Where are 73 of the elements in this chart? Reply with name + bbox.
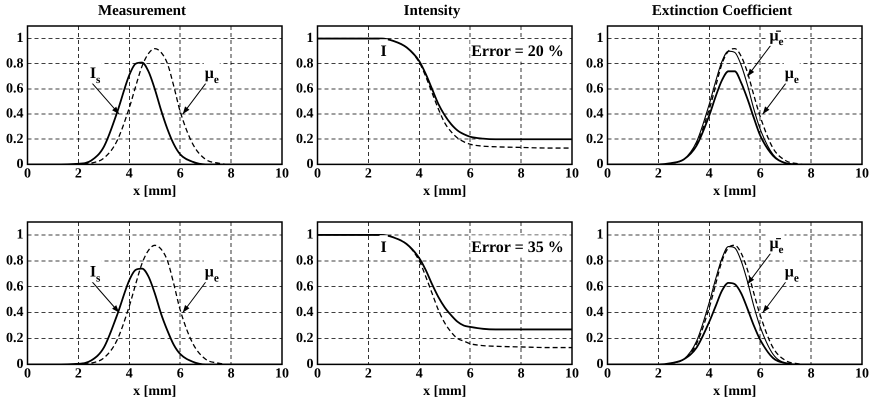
annotation: Error = 20 % [471, 43, 564, 60]
y-tick-label: 0.2 [6, 331, 24, 346]
chart-title: Extinction Coefficient [652, 2, 792, 19]
x-tick-label: 6 [176, 366, 184, 382]
y-tick-label: 0.6 [296, 279, 314, 294]
y-tick-label: 0.4 [296, 106, 314, 122]
x-tick-label: 4 [416, 366, 423, 382]
y-tick-label: 0.2 [296, 132, 314, 147]
y-tick-label: 0.8 [6, 253, 24, 268]
x-axis-title: x [mm] [423, 184, 466, 200]
x-tick-label: 10 [565, 366, 579, 382]
x-tick-label: 10 [275, 366, 289, 382]
y-tick-label: 0.2 [586, 331, 604, 346]
y-tick-label: 0.8 [6, 56, 24, 72]
y-tick-label: 0.2 [6, 132, 24, 147]
y-tick-label: 0.6 [296, 82, 314, 97]
x-tick-label: 8 [228, 166, 235, 182]
x-axis-title: x [mm] [713, 384, 756, 400]
x-tick-label: 6 [756, 166, 764, 182]
y-tick-label: 0.6 [586, 82, 604, 97]
y-tick-label: 1 [306, 228, 314, 243]
y-tick-label: 0.4 [6, 106, 24, 122]
y-tick-label: 0.2 [296, 331, 314, 346]
x-tick-label: 2 [654, 366, 662, 382]
x-tick-label: 8 [518, 366, 525, 382]
x-tick-label: 6 [756, 366, 764, 382]
x-tick-label: 2 [74, 166, 82, 182]
x-tick-label: 10 [565, 166, 579, 182]
y-tick-label: 1 [16, 228, 24, 243]
x-tick-label: 6 [176, 166, 184, 182]
y-tick-label: 1 [16, 31, 24, 46]
x-tick-label: 2 [654, 166, 662, 182]
x-tick-label: 10 [855, 166, 869, 182]
x-tick-label: 6 [466, 166, 474, 182]
x-tick-label: 2 [364, 366, 372, 382]
x-tick-label: 2 [364, 166, 372, 182]
y-tick-label: 0.4 [6, 305, 24, 320]
y-tick-label: 0.6 [586, 279, 604, 294]
y-tick-label: 0.4 [586, 305, 604, 320]
annotation: Error = 35 % [471, 239, 564, 256]
x-tick-label: 8 [808, 366, 815, 382]
x-tick-label: 4 [126, 366, 133, 382]
y-tick-label: 0.2 [586, 132, 604, 147]
y-tick-label: 1 [596, 228, 604, 243]
y-tick-label: 0.6 [6, 279, 24, 294]
x-tick-label: 2 [74, 366, 82, 382]
y-tick-label: 0.8 [296, 253, 314, 268]
x-axis-title: x [mm] [133, 184, 176, 200]
x-tick-label: 4 [416, 166, 423, 182]
annotation: I [380, 239, 387, 256]
x-tick-label: 4 [126, 166, 133, 182]
chart-title: Measurement [98, 2, 186, 19]
x-tick-label: 8 [518, 166, 525, 182]
x-axis-title: x [mm] [423, 384, 466, 400]
x-tick-label: 10 [855, 366, 869, 382]
x-tick-label: 10 [275, 166, 289, 182]
y-tick-label: 1 [306, 31, 314, 46]
y-tick-label: 0.8 [586, 56, 604, 72]
y-tick-label: 0.8 [296, 56, 314, 72]
y-tick-label: 0.4 [586, 106, 604, 122]
annotation: I [380, 43, 387, 60]
x-tick-label: 4 [706, 166, 713, 182]
x-axis-title: x [mm] [133, 384, 176, 400]
x-tick-label: 8 [808, 166, 815, 182]
x-tick-label: 6 [466, 366, 474, 382]
y-tick-label: 0.4 [296, 305, 314, 320]
y-tick-label: 0.8 [586, 253, 604, 268]
y-tick-label: 0.6 [6, 82, 24, 97]
x-tick-label: 4 [706, 366, 713, 382]
y-tick-label: 1 [596, 31, 604, 46]
x-axis-title: x [mm] [713, 184, 756, 200]
chart-title: Intensity [404, 2, 461, 19]
x-tick-label: 8 [228, 366, 235, 382]
